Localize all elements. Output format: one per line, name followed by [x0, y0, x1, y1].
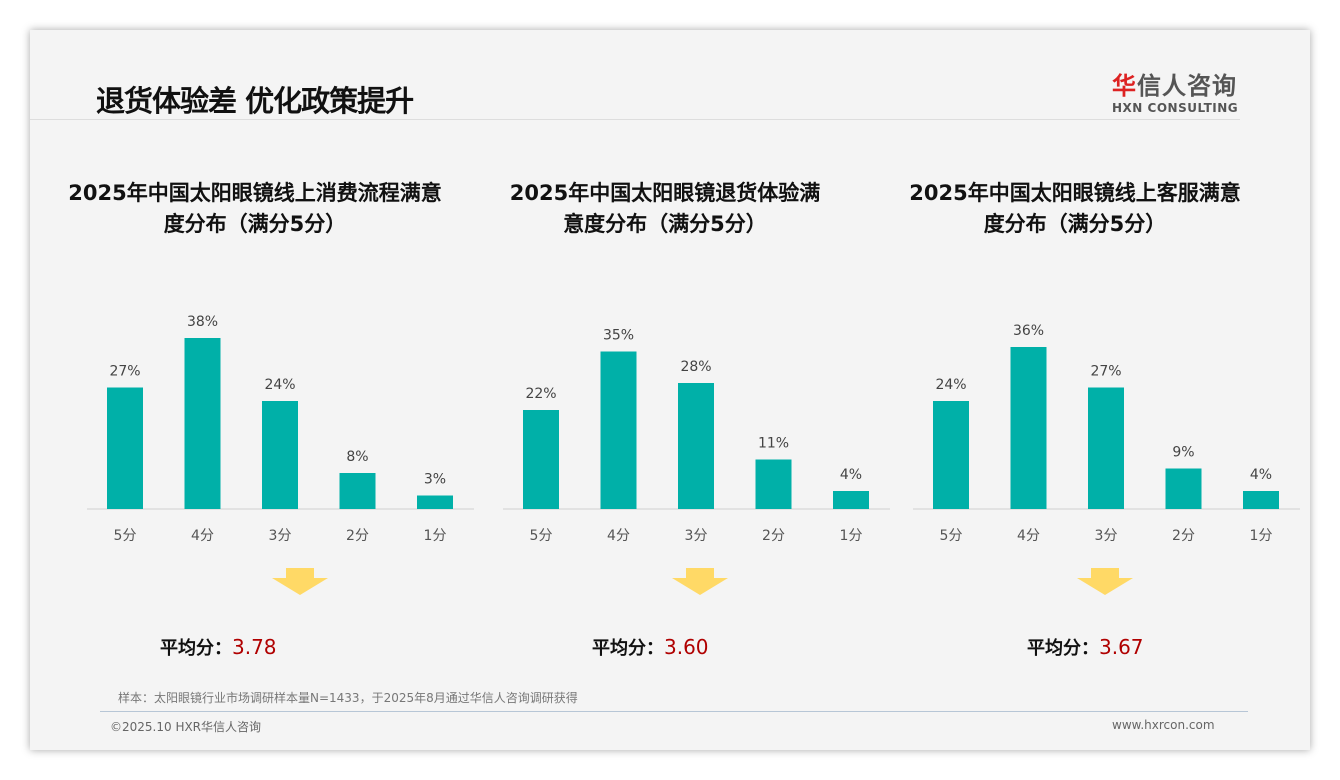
data-label: 8%: [346, 449, 368, 465]
bar: [523, 410, 559, 509]
bar: [1165, 468, 1202, 509]
tick-label: 5分: [940, 528, 963, 544]
chart-title-2: 2025年中国太阳眼镜退货体验满 意度分布（满分5分）: [509, 181, 821, 236]
data-label: 24%: [935, 377, 966, 393]
bar: [1088, 387, 1124, 509]
bar: [933, 401, 969, 509]
page-title: 退货体验差 优化政策提升: [96, 84, 414, 118]
website-link[interactable]: www.hxrcon.com: [1112, 718, 1215, 732]
tick-label: 4分: [607, 528, 630, 544]
copyright: ©2025.10 HXR华信人咨询: [110, 720, 262, 734]
tick-label: 2分: [762, 528, 785, 544]
bar: [678, 383, 714, 509]
tick-label: 1分: [424, 528, 447, 544]
tick-label: 3分: [1095, 528, 1118, 544]
logo-text: 信人咨询: [1137, 72, 1237, 100]
tick-label: 3分: [685, 528, 708, 544]
arrow-down-icon: [272, 568, 328, 595]
bar: [262, 401, 298, 509]
data-label: 24%: [264, 377, 295, 393]
data-label: 27%: [109, 364, 140, 380]
bar: [600, 351, 637, 509]
slide: 退货体验差 优化政策提升 华信人咨询 HXN CONSULTING 2025年中…: [30, 30, 1310, 750]
data-label: 28%: [680, 359, 711, 375]
data-label: 4%: [840, 467, 862, 483]
sample-note: 样本：太阳眼镜行业市场调研样本量N=1433，于2025年8月通过华信人咨询调研…: [118, 691, 578, 705]
data-label: 22%: [525, 386, 556, 402]
avg-score-3: 平均分：3.67: [1027, 635, 1144, 659]
chart-title-1: 2025年中国太阳眼镜线上消费流程满意 度分布（满分5分）: [68, 181, 442, 236]
avg-score-1: 平均分：3.78: [160, 635, 277, 659]
data-label: 9%: [1172, 445, 1194, 461]
bar: [1010, 347, 1047, 509]
divider: [30, 119, 1240, 120]
tick-label: 2分: [346, 528, 369, 544]
logo-mark: 华: [1112, 72, 1137, 100]
bar: [339, 473, 376, 509]
tick-label: 4分: [1017, 528, 1040, 544]
data-label: 4%: [1250, 467, 1272, 483]
logo: 华信人咨询 HXN CONSULTING: [1112, 66, 1238, 115]
chart-title-3: 2025年中国太阳眼镜线上客服满意 度分布（满分5分）: [909, 181, 1241, 236]
tick-label: 1分: [840, 528, 863, 544]
tick-label: 1分: [1250, 528, 1273, 544]
arrow-down-icon: [672, 568, 728, 595]
tick-label: 5分: [530, 528, 553, 544]
charts: 27% 5分 38% 4分 24% 3分 8% 2分 3% 1分 22% 5分 35% 4分 28% 3分 11…: [87, 314, 1300, 595]
bar: [1243, 491, 1279, 509]
bar: [417, 495, 453, 509]
logo-en: HXN CONSULTING: [1112, 101, 1239, 115]
bar: [833, 491, 869, 509]
bar: [184, 338, 221, 509]
arrow-down-icon: [1077, 568, 1133, 595]
tick-label: 3分: [269, 528, 292, 544]
bar: [107, 387, 143, 509]
data-label: 27%: [1090, 364, 1121, 380]
tick-label: 2分: [1172, 528, 1195, 544]
footer-divider: [100, 711, 1248, 712]
data-label: 3%: [424, 472, 446, 488]
data-label: 36%: [1013, 323, 1044, 339]
data-label: 38%: [187, 314, 218, 330]
data-label: 11%: [758, 436, 789, 452]
bar: [755, 459, 792, 509]
avg-score-2: 平均分：3.60: [592, 635, 709, 659]
tick-label: 5分: [114, 528, 137, 544]
data-label: 35%: [603, 328, 634, 344]
tick-label: 4分: [191, 528, 214, 544]
